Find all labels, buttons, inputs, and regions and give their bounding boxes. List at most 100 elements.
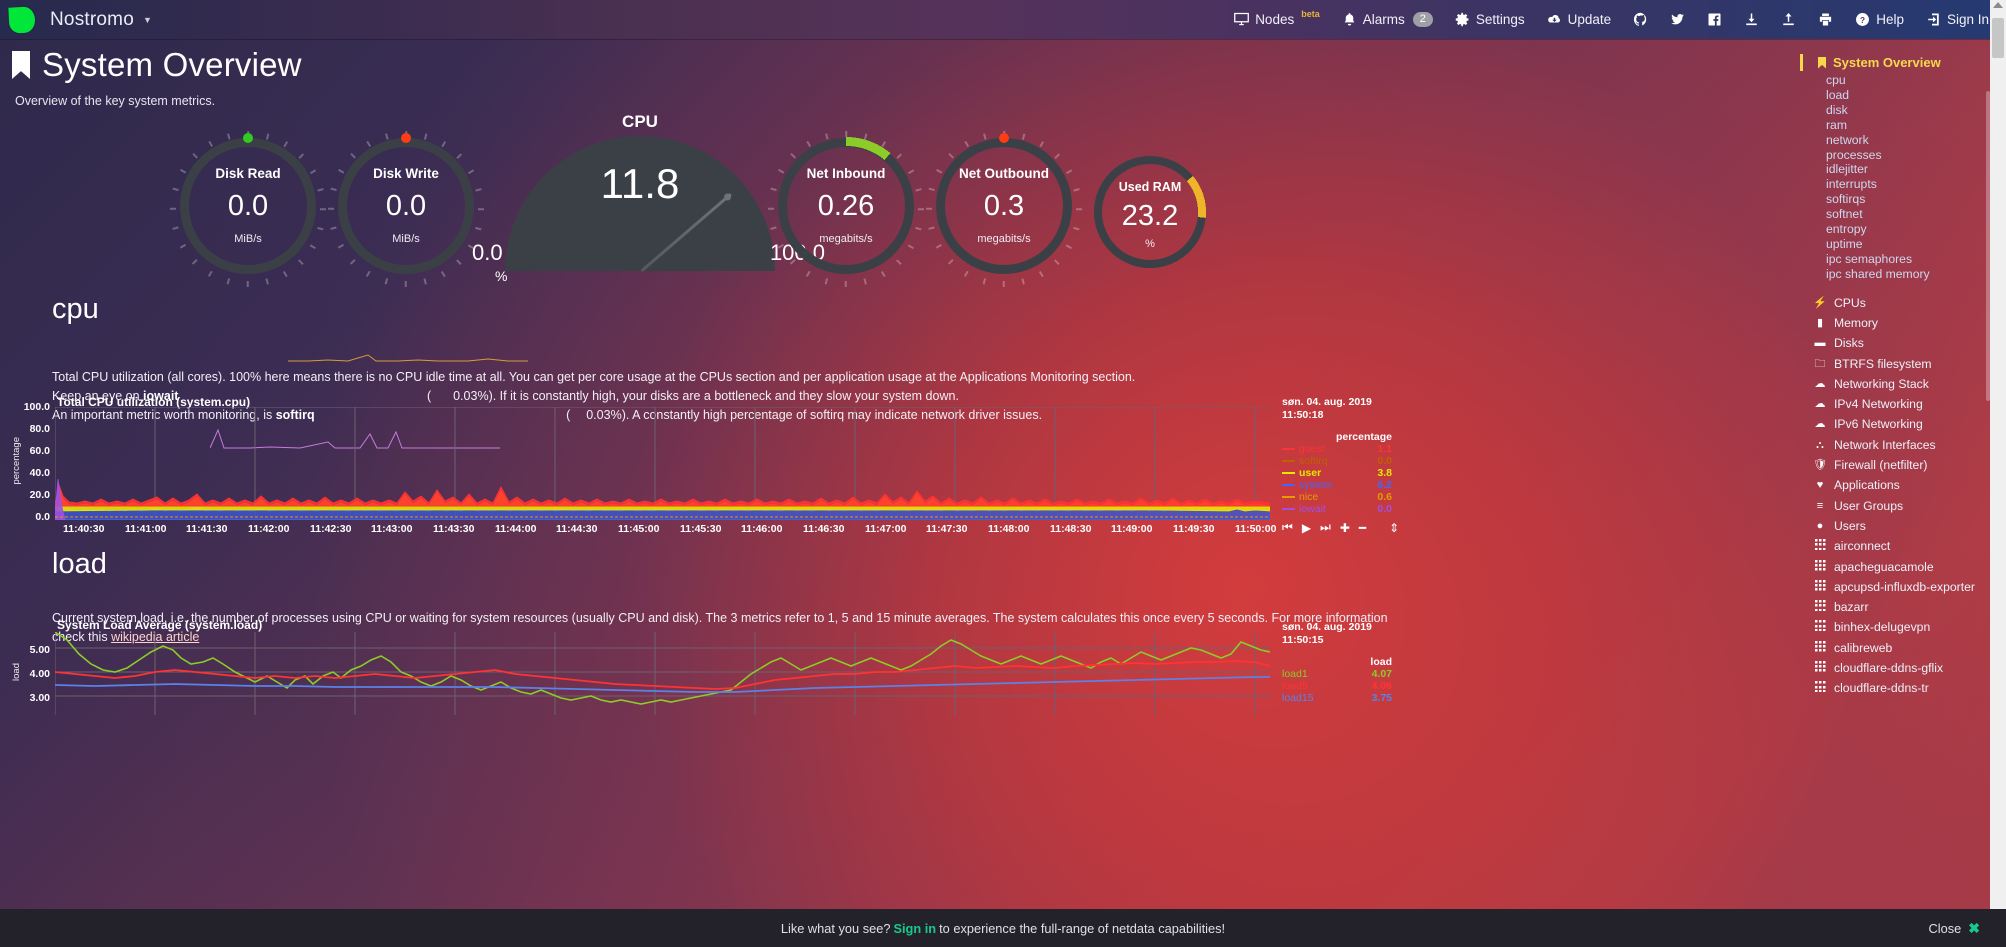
sidebar-item-apacheguacamole[interactable]: apacheguacamole [1800, 557, 1990, 577]
legend-value: 3.75 [1371, 691, 1392, 704]
signin-link[interactable]: Sign in [893, 920, 937, 936]
section-load: load Current system load, i.e. the numbe… [52, 548, 1402, 647]
nav-signin-label: Sign In [1946, 12, 1989, 27]
sidebar-item-users[interactable]: ● Users [1800, 516, 1990, 536]
nav-signin[interactable]: Sign In [1915, 0, 2000, 39]
chart-system-cpu-plot[interactable] [55, 407, 1270, 520]
gauge-disk-write[interactable]: Disk Write 0.0 MiB/s [328, 131, 484, 287]
nav-settings[interactable]: Settings [1444, 0, 1536, 39]
signin-close-button[interactable]: Close ✖ [1929, 920, 1980, 937]
nav-help[interactable]: ? Help [1844, 0, 1915, 39]
nav-alarms[interactable]: Alarms 2 [1331, 0, 1444, 39]
sidebar-item-softnet[interactable]: softnet [1826, 207, 1863, 222]
sidebar-item-uptime[interactable]: uptime [1826, 236, 1863, 251]
legend-item[interactable]: nice 0.6 [1282, 491, 1392, 504]
gauge-cpu-value: 11.8 [600, 160, 680, 207]
page-scrollbar-thumb[interactable] [1992, 18, 2004, 58]
sidebar-item-network-interfaces[interactable]: ⛬ Network Interfaces [1800, 435, 1990, 455]
skip-forward-icon[interactable]: ⏭ [1320, 520, 1331, 534]
legend-name: load1 [1282, 667, 1308, 680]
sidebar-item-network[interactable]: network [1826, 132, 1869, 147]
navbar-actions: Nodes beta Alarms 2 Settings Update [1223, 0, 2006, 39]
skip-backward-icon[interactable]: ⏮ [1282, 520, 1293, 534]
gauge-value: 0.0 [227, 190, 269, 222]
sidebar-item-firewall[interactable]: 🛡 Firewall (netfilter) [1800, 455, 1990, 475]
sidebar-item-airconnect[interactable]: airconnect [1800, 536, 1990, 556]
gauge-used-ram[interactable]: Used RAM 23.2 % [1086, 148, 1214, 276]
sidebar-item-apcupsd-influxdb-exporter[interactable]: apcupsd-influxdb-exporter [1800, 577, 1990, 597]
sidebar-item-load[interactable]: load [1826, 87, 1850, 102]
sidebar-item-ram[interactable]: ram [1826, 117, 1847, 132]
nav-nodes[interactable]: Nodes beta [1223, 0, 1331, 39]
resize-icon[interactable]: ⇕ [1389, 520, 1400, 535]
gauge-value: 0.26 [817, 190, 875, 222]
gauge-net-outbound[interactable]: Net Outbound 0.3 megabits/s [926, 131, 1082, 287]
sidebar-item-applications[interactable]: ♥ Applications [1800, 475, 1990, 495]
sidebar-item-disks[interactable]: ▬ Disks [1800, 333, 1990, 353]
netdata-logo[interactable] [0, 0, 44, 39]
legend-item[interactable]: guest 1.1 [1282, 443, 1392, 456]
scroll-up-arrow-icon[interactable] [1993, 2, 2003, 8]
nav-export[interactable] [1770, 0, 1807, 39]
legend-item[interactable]: iowait 0.0 [1282, 503, 1392, 516]
sidebar-item-networking-stack[interactable]: ☁ Networking Stack [1800, 374, 1990, 394]
bookmark-icon [12, 51, 30, 79]
sidebar-item-bazarr[interactable]: bazarr [1800, 597, 1990, 617]
sidebar-item-cloudflare-ddns-gflix[interactable]: cloudflare-ddns-gflix [1800, 658, 1990, 678]
sidebar-item-user-groups[interactable]: ≡ User Groups [1800, 496, 1990, 516]
sidebar-item-memory[interactable]: ▮ Memory [1800, 313, 1990, 333]
sidebar-item-cloudflare-ddns-tr[interactable]: cloudflare-ddns-tr [1800, 678, 1990, 698]
nav-print[interactable] [1807, 0, 1844, 39]
sidebar-item-softirqs[interactable]: softirqs [1826, 192, 1866, 207]
sidebar-scrollbar-thumb[interactable] [1986, 91, 1990, 401]
sidebar-item-ipv4[interactable]: ☁ IPv4 Networking [1800, 394, 1990, 414]
legend-item[interactable]: softirq 0.0 [1282, 455, 1392, 468]
gauge-net-inbound[interactable]: Net Inbound 0.26 megabits/s [768, 129, 924, 287]
right-sidebar: System Overview cpu load disk ram networ… [1800, 39, 1990, 947]
sidebar-item-processes[interactable]: processes [1826, 147, 1882, 162]
legend-item[interactable]: load1 4.07 [1282, 667, 1392, 681]
page-scrollbar-track[interactable] [1990, 0, 2006, 947]
sidebar-item-binhex-delugevpn[interactable]: binhex-delugevpn [1800, 617, 1990, 637]
top-navbar: Nostromo ▼ Nodes beta Alarms 2 Settings … [0, 0, 2006, 39]
chart-system-load-plot[interactable] [55, 632, 1270, 715]
gauge-cpu-units: % [495, 268, 508, 284]
sidebar-item-interrupts[interactable]: interrupts [1826, 177, 1877, 192]
zoom-out-icon[interactable]: ━ [1358, 520, 1367, 535]
sidebar-item-ipc-semaphores[interactable]: ipc semaphores [1826, 251, 1913, 266]
sidebar-item-calibreweb[interactable]: calibreweb [1800, 638, 1990, 658]
nav-facebook[interactable] [1696, 0, 1733, 39]
play-icon[interactable]: ▶ [1301, 520, 1312, 535]
page-subtitle: Overview of the key system metrics. [15, 94, 216, 108]
sidebar-item-entropy[interactable]: entropy [1826, 222, 1867, 237]
legend-item[interactable]: user 3.8 [1282, 467, 1392, 480]
sidebar-item-disk[interactable]: disk [1826, 102, 1848, 117]
chevron-down-icon[interactable]: ▼ [142, 14, 152, 25]
close-icon[interactable]: ✖ [1968, 919, 1980, 936]
nav-twitter[interactable] [1659, 0, 1696, 39]
sidebar-item-ipc-shared-memory[interactable]: ipc shared memory [1826, 266, 1930, 281]
legend-item[interactable]: load15 3.75 [1282, 691, 1392, 705]
chart-system-load[interactable]: System Load Average (system.load) load 5… [0, 618, 1400, 728]
sidebar-header-system-overview[interactable]: System Overview [1800, 54, 1990, 71]
sidebar-item-btrfs[interactable]: 🗀 BTRFS filesystem [1800, 354, 1990, 374]
sidebar-item-label: Users [1834, 518, 1866, 533]
gauge-cpu[interactable]: CPU 11.8 0.0 % 100.0 [472, 112, 825, 293]
sidebar-item-ipv6[interactable]: ☁ IPv6 Networking [1800, 414, 1990, 434]
legend-item[interactable]: system 6.2 [1282, 479, 1392, 492]
gauge-disk-read[interactable]: Disk Read 0.0 MiB/s [170, 131, 326, 287]
x-tick: 11:42:30 [310, 523, 352, 535]
chart-system-cpu[interactable]: Total CPU utilization (system.cpu) perce… [0, 393, 1400, 538]
sidebar-item-cpu[interactable]: cpu [1826, 73, 1846, 87]
nav-import[interactable] [1733, 0, 1770, 39]
zoom-in-icon[interactable]: ✚ [1339, 520, 1350, 535]
legend-item[interactable]: load5 4.06 [1282, 680, 1392, 693]
sidebar-item-idlejitter[interactable]: idlejitter [1826, 162, 1868, 177]
sidebar-item-cpus[interactable]: ⚡ CPUs [1800, 293, 1990, 313]
users-icon: ≡ [1816, 499, 1824, 512]
nav-github[interactable] [1622, 0, 1659, 39]
gauge-indicator-dot [401, 133, 411, 143]
nav-update[interactable]: Update [1536, 0, 1623, 39]
host-name[interactable]: Nostromo [50, 8, 134, 30]
folder-open-icon: 🗀 [1814, 357, 1826, 370]
